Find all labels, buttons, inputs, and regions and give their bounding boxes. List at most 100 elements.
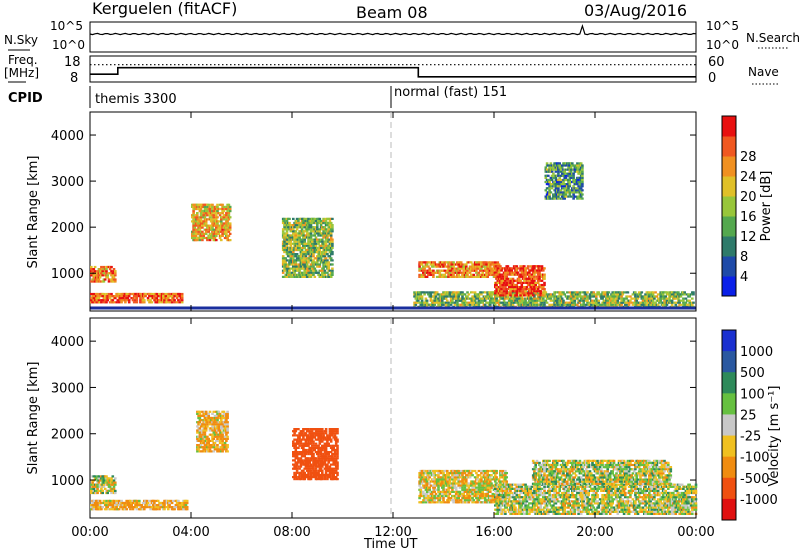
data-cell: [478, 263, 481, 265]
data-cell: [178, 508, 181, 510]
data-cell: [210, 235, 213, 237]
data-cell: [315, 470, 318, 472]
data-cell: [325, 228, 328, 230]
data-cell: [581, 193, 584, 195]
data-cell: [168, 502, 171, 504]
data-cell: [540, 292, 543, 294]
data-cell: [310, 236, 313, 238]
power-bar-segment: [722, 276, 736, 297]
data-cell: [581, 181, 584, 183]
data-cell: [149, 508, 152, 510]
data-cell: [598, 291, 601, 293]
data-cell: [225, 218, 228, 220]
data-cell: [215, 231, 218, 233]
data-cell: [310, 478, 313, 480]
y-tick-label: 2000: [51, 221, 84, 236]
data-cell: [437, 298, 440, 300]
data-cell: [657, 298, 660, 300]
data-cell: [537, 288, 540, 290]
data-cell: [546, 162, 549, 164]
data-cell: [545, 189, 548, 191]
data-cell: [136, 295, 139, 297]
data-cell: [478, 295, 481, 297]
data-cell: [286, 220, 289, 222]
data-cell: [311, 243, 314, 245]
data-cell: [306, 436, 309, 438]
data-cell: [283, 270, 286, 272]
data-cell: [186, 508, 189, 510]
data-cell: [114, 490, 117, 492]
data-cell: [557, 175, 560, 177]
data-cell: [300, 466, 303, 468]
data-cell: [129, 508, 132, 510]
data-cell: [499, 286, 502, 288]
data-cell: [521, 286, 524, 288]
data-cell: [228, 235, 231, 237]
data-cell: [531, 292, 534, 294]
data-cell: [316, 261, 319, 263]
data-cell: [295, 466, 298, 468]
data-cell: [611, 304, 614, 306]
data-cell: [418, 270, 421, 272]
data-cell: [500, 278, 503, 280]
data-cell: [226, 423, 229, 425]
data-cell: [449, 272, 452, 274]
data-cell: [132, 502, 135, 504]
power-bar-label: Power [dB]: [759, 171, 774, 242]
data-cell: [108, 278, 111, 280]
data-cell: [644, 302, 647, 304]
data-cell: [315, 457, 318, 459]
data-cell: [623, 291, 626, 293]
beam-title: Beam 08: [356, 3, 428, 22]
data-cell: [331, 434, 334, 436]
data-cell: [537, 282, 540, 284]
data-cell: [461, 291, 464, 293]
data-cell: [522, 300, 525, 302]
data-cell: [454, 304, 457, 306]
data-cell: [576, 171, 579, 173]
data-cell: [433, 302, 436, 304]
data-cell: [308, 272, 311, 274]
nsky-label: N.Sky: [4, 33, 38, 47]
data-cell: [572, 177, 575, 179]
data-cell: [173, 299, 176, 301]
data-cell: [298, 474, 301, 476]
data-cell: [96, 293, 99, 295]
data-cell: [287, 266, 290, 268]
data-cell: [288, 218, 291, 220]
data-cell: [538, 265, 541, 267]
data-cell: [291, 272, 294, 274]
data-cell: [314, 241, 317, 243]
data-cell: [324, 272, 327, 274]
data-cell: [307, 218, 310, 220]
data-cell: [435, 295, 438, 297]
data-cell: [177, 500, 180, 502]
data-cell: [479, 302, 482, 304]
data-cell: [298, 270, 301, 272]
data-cell: [317, 449, 320, 451]
data-cell: [327, 453, 330, 455]
data-cell: [466, 274, 469, 276]
data-cell: [455, 300, 458, 302]
data-cell: [634, 293, 637, 295]
data-cell: [95, 477, 98, 479]
data-cell: [288, 222, 291, 224]
data-cell: [478, 304, 481, 306]
data-cell: [596, 304, 599, 306]
data-cell: [314, 276, 317, 278]
data-cell: [329, 436, 332, 438]
data-cell: [218, 233, 221, 235]
data-cell: [327, 451, 330, 453]
data-cell: [509, 292, 512, 294]
data-cell: [302, 470, 305, 472]
data-cell: [163, 504, 166, 506]
data-cell: [223, 425, 226, 427]
power-bar-segment: [722, 156, 736, 177]
data-cell: [325, 449, 328, 451]
data-cell: [492, 298, 495, 300]
data-cell: [604, 302, 607, 304]
data-cell: [326, 466, 329, 468]
data-cell: [305, 449, 308, 451]
data-cell: [94, 270, 97, 272]
data-cell: [298, 243, 301, 245]
